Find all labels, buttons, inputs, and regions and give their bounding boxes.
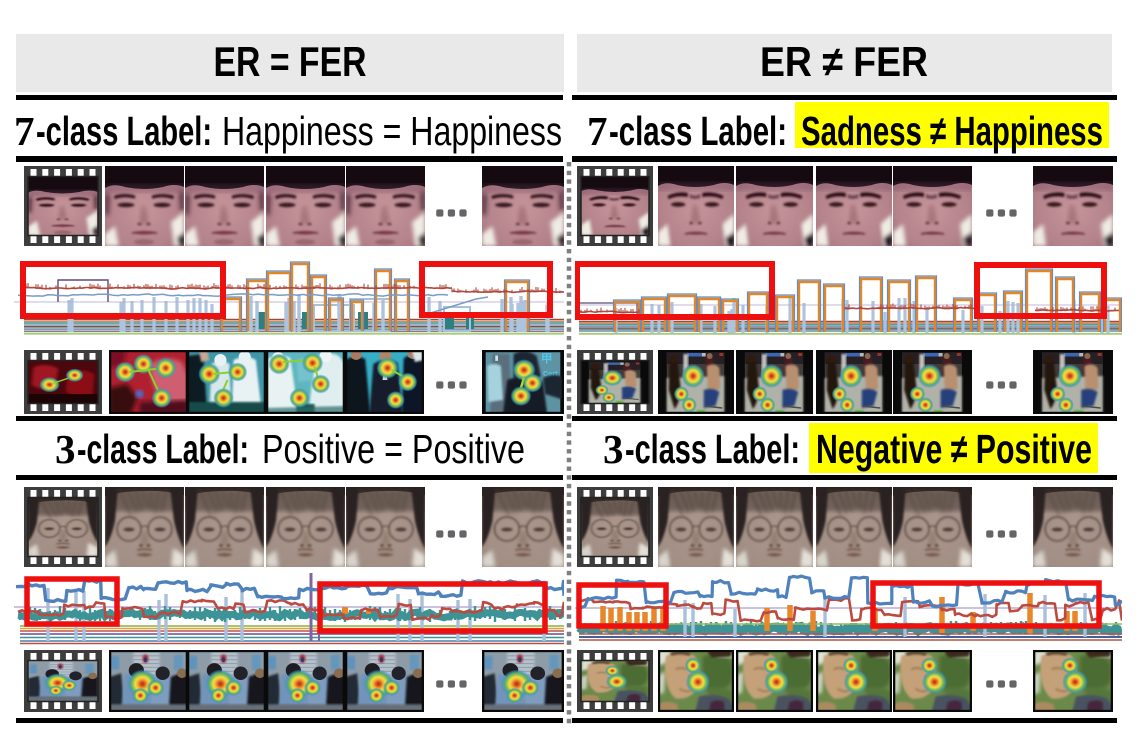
svg-text:Sadness ≠ Happiness: Sadness ≠ Happiness <box>801 108 1103 154</box>
svg-text:3: 3 <box>603 426 624 472</box>
svg-text:7: 7 <box>14 108 35 154</box>
svg-text:-class Label:: -class Label: <box>609 108 787 154</box>
svg-text:Negative ≠ Positive: Negative ≠ Positive <box>816 426 1092 472</box>
svg-text:Happiness = Happiness: Happiness = Happiness <box>222 108 562 154</box>
svg-text:3: 3 <box>55 426 76 472</box>
svg-text:-class Label:: -class Label: <box>77 426 249 472</box>
svg-text:-class Label:: -class Label: <box>36 108 212 154</box>
svg-text:7: 7 <box>587 108 608 154</box>
svg-text:ER ≠ FER: ER ≠ FER <box>760 38 928 85</box>
svg-text:-class Label:: -class Label: <box>625 426 800 472</box>
svg-text:ER = FER: ER = FER <box>214 38 367 85</box>
svg-text:Positive = Positive: Positive = Positive <box>262 426 525 472</box>
